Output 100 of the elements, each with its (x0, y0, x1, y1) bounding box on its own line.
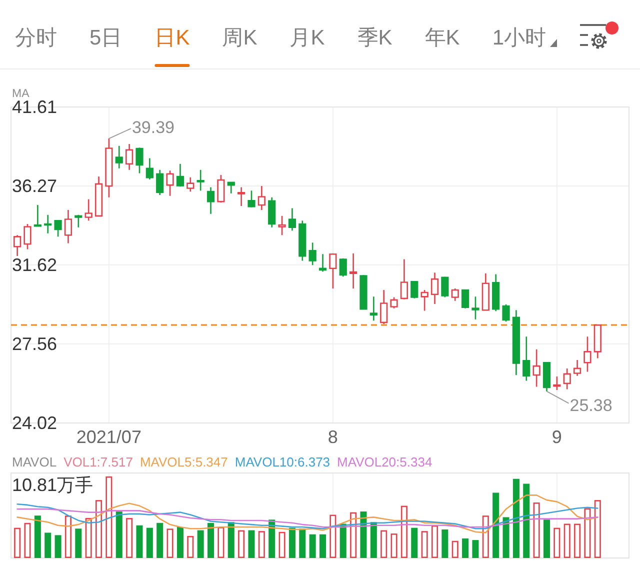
candlestick (573, 359, 582, 377)
candlestick (390, 296, 398, 309)
bar (197, 530, 204, 558)
candlestick (248, 190, 256, 208)
bar (319, 534, 326, 558)
candlestick (44, 214, 52, 234)
candlestick (400, 258, 408, 300)
candlestick (441, 276, 449, 298)
candlestick (349, 252, 358, 290)
candlestick (420, 289, 428, 312)
bar (24, 522, 31, 558)
bar (442, 529, 448, 558)
x-tick-label: 9 (552, 427, 562, 447)
annotation: 39.39 (132, 118, 174, 138)
chart-title: MA (12, 88, 30, 100)
candlestick (14, 234, 22, 257)
candlestick (553, 376, 561, 391)
bar (75, 528, 82, 558)
bar (340, 524, 346, 558)
candlestick (451, 288, 459, 302)
text: 季K (357, 26, 392, 50)
candlestick (217, 174, 225, 204)
bar (564, 524, 570, 558)
candlestick (146, 158, 154, 180)
bar (330, 514, 336, 558)
bar (512, 478, 520, 558)
candlestick (472, 296, 480, 320)
candlestick (74, 214, 82, 228)
bar (523, 484, 530, 558)
legend: MAVOL VOL1:7.517 MAVOL5:5.347 MAVOL10:6.373 MAVOL20:5.334 (12, 454, 432, 470)
bar (380, 530, 388, 558)
bar (299, 528, 306, 558)
bar (360, 511, 367, 558)
text: 1小时 (492, 26, 546, 50)
y-tick-label: 27.56 (12, 334, 58, 354)
candlestick (594, 324, 602, 359)
candlestick (318, 253, 327, 272)
bar (492, 492, 500, 558)
bar (554, 528, 560, 558)
candlestick (237, 186, 246, 207)
text: 日K (154, 26, 190, 50)
candlestick (156, 169, 164, 196)
bar (34, 516, 41, 558)
candlestick (584, 336, 592, 372)
bar (176, 526, 184, 558)
x-tick-label: 2021/07 (76, 427, 142, 447)
bar (106, 476, 112, 558)
y-tick-label: 36.27 (12, 176, 58, 196)
candlestick (258, 185, 266, 211)
bar (452, 540, 458, 558)
bar (288, 528, 296, 558)
bar (278, 532, 286, 558)
candlestick (115, 145, 123, 169)
candlestick (522, 336, 530, 382)
candlestick (94, 176, 103, 218)
candlestick (370, 296, 378, 322)
bar (400, 506, 408, 558)
y-tick-label: 31.62 (12, 254, 58, 275)
candlestick (380, 289, 388, 325)
candlestick (563, 368, 571, 390)
bar (421, 531, 428, 558)
bar (228, 522, 234, 558)
candlestick (482, 272, 490, 312)
candlestick (512, 309, 520, 376)
candlestick (186, 176, 194, 192)
bar (502, 517, 510, 558)
candlestick (492, 274, 500, 312)
bar (309, 534, 316, 558)
bar (268, 520, 276, 558)
candlestick (206, 186, 215, 215)
candlestick (105, 138, 113, 198)
bar (238, 530, 245, 558)
text: 5日 (90, 26, 122, 50)
candlestick (126, 143, 134, 171)
bar (462, 538, 469, 558)
candlestick (308, 242, 316, 266)
annotation: 25.38 (570, 396, 612, 415)
candlestick (532, 348, 540, 388)
candlestick (24, 223, 32, 250)
bar (218, 526, 224, 558)
bar (187, 536, 194, 558)
candlestick (176, 163, 184, 188)
bar (85, 518, 92, 558)
bar (431, 525, 438, 558)
candlestick (360, 274, 368, 310)
bar (44, 532, 52, 558)
bar (574, 524, 581, 558)
bar (411, 528, 418, 558)
text: 月K (290, 26, 325, 50)
bar (248, 530, 255, 558)
bar (156, 522, 164, 558)
candlestick (64, 209, 72, 244)
bar (594, 500, 601, 558)
bar (472, 540, 479, 558)
candlestick (430, 272, 439, 305)
bar (116, 511, 122, 558)
bar (370, 522, 377, 558)
bar (584, 508, 591, 558)
candlestick (542, 361, 551, 392)
bar (136, 525, 143, 558)
